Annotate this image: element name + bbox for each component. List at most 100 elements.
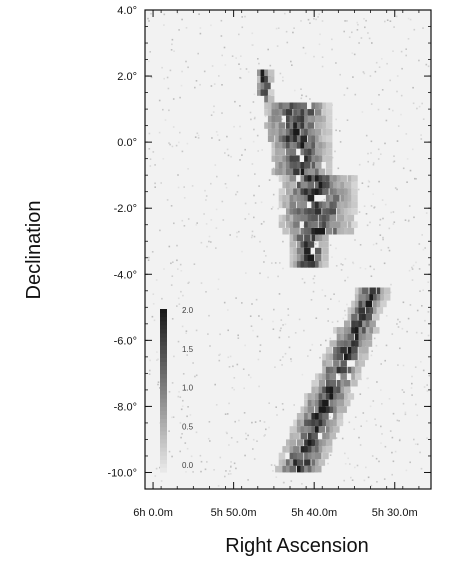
noise-speck xyxy=(149,158,152,160)
noise-speck xyxy=(367,160,369,163)
emission-cell xyxy=(325,221,333,228)
noise-speck xyxy=(380,249,383,251)
noise-speck xyxy=(303,225,305,227)
noise-speck xyxy=(171,275,174,277)
noise-speck xyxy=(263,435,265,437)
noise-speck xyxy=(205,223,208,225)
colorbar-step xyxy=(160,353,167,359)
noise-speck xyxy=(336,320,339,323)
noise-speck xyxy=(269,64,272,67)
emission-cell xyxy=(325,432,333,440)
emission-cell xyxy=(344,208,351,215)
colorbar-step xyxy=(160,459,167,465)
noise-speck xyxy=(260,201,263,204)
emission-cell xyxy=(351,195,358,202)
noise-speck xyxy=(301,373,304,376)
emission-cell xyxy=(315,102,322,109)
noise-speck xyxy=(418,243,421,245)
noise-speck xyxy=(347,276,349,279)
emission-cell xyxy=(311,459,318,466)
emission-cell xyxy=(329,380,336,387)
noise-speck xyxy=(197,52,199,55)
noise-speck xyxy=(171,38,174,41)
emission-cell xyxy=(289,214,297,222)
noise-speck xyxy=(243,412,246,414)
emission-cell xyxy=(362,333,369,341)
emission-cell xyxy=(296,109,304,116)
noise-speck xyxy=(416,107,418,110)
noise-speck xyxy=(337,167,340,170)
emission-cell xyxy=(322,128,329,136)
emission-cell xyxy=(289,122,297,129)
noise-speck xyxy=(172,416,175,418)
emission-cell xyxy=(275,122,282,129)
noise-speck xyxy=(276,45,279,47)
noise-speck xyxy=(197,137,200,139)
noise-speck xyxy=(374,418,376,420)
noise-speck xyxy=(275,406,277,408)
emission-cell xyxy=(365,320,373,327)
noise-speck xyxy=(173,222,175,225)
emission-cell xyxy=(315,446,322,453)
colorbar-step xyxy=(160,414,167,420)
noise-speck xyxy=(225,431,228,433)
emission-cell xyxy=(300,254,307,261)
noise-speck xyxy=(418,105,421,108)
noise-speck xyxy=(282,79,284,82)
noise-speck xyxy=(377,108,380,111)
noise-speck xyxy=(178,29,180,31)
noise-speck xyxy=(391,473,393,476)
emission-cell xyxy=(315,135,322,142)
emission-cell xyxy=(344,333,351,341)
noise-speck xyxy=(147,259,150,261)
noise-speck xyxy=(271,262,273,264)
emission-cell xyxy=(286,201,293,209)
emission-cell xyxy=(373,313,380,321)
emission-cell xyxy=(293,195,300,202)
noise-speck xyxy=(162,108,164,111)
noise-speck xyxy=(341,437,344,440)
noise-speck xyxy=(179,96,181,99)
emission-cell xyxy=(322,373,329,380)
noise-speck xyxy=(230,461,232,463)
noise-speck xyxy=(416,414,419,417)
emission-cell xyxy=(325,128,333,136)
noise-speck xyxy=(379,234,382,236)
noise-speck xyxy=(180,270,183,272)
emission-cell xyxy=(318,115,326,123)
noise-speck xyxy=(407,317,410,320)
noise-speck xyxy=(170,49,173,51)
emission-cell xyxy=(322,188,329,195)
emission-cell xyxy=(286,148,293,156)
emission-cell xyxy=(278,452,286,460)
emission-cell xyxy=(282,155,289,162)
emission-cell xyxy=(340,347,347,354)
emission-cell xyxy=(344,393,351,400)
noise-speck xyxy=(248,213,250,215)
emission-cell xyxy=(282,135,289,142)
emission-cell xyxy=(365,340,373,347)
emission-cell xyxy=(318,373,326,380)
noise-speck xyxy=(335,62,337,64)
colorbar-step xyxy=(160,431,167,436)
emission-cell xyxy=(329,386,336,394)
noise-speck xyxy=(411,279,414,281)
emission-cell xyxy=(329,366,336,374)
noise-speck xyxy=(394,450,397,453)
noise-speck xyxy=(335,118,337,121)
noise-speck xyxy=(245,272,247,274)
noise-speck xyxy=(382,217,384,220)
noise-speck xyxy=(360,425,362,427)
noise-speck xyxy=(229,234,231,236)
noise-speck xyxy=(187,168,189,170)
noise-speck xyxy=(272,167,275,170)
emission-cell xyxy=(336,366,344,374)
noise-speck xyxy=(170,262,172,265)
noise-speck xyxy=(218,354,220,356)
noise-speck xyxy=(258,315,260,317)
emission-cell xyxy=(358,347,365,354)
emission-cell xyxy=(289,446,297,453)
colorbar-step xyxy=(160,419,167,424)
noise-speck xyxy=(196,132,199,135)
